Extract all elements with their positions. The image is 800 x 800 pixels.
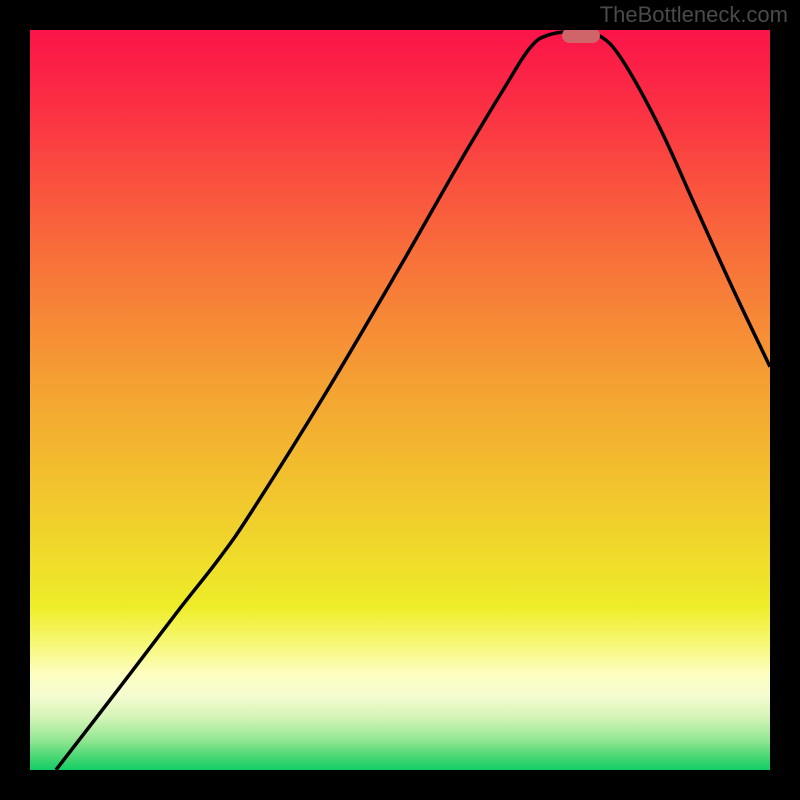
watermark-text: TheBottleneck.com <box>600 2 788 28</box>
bottleneck-curve <box>30 30 770 770</box>
plot-area <box>30 30 770 770</box>
optimal-marker <box>562 30 600 43</box>
